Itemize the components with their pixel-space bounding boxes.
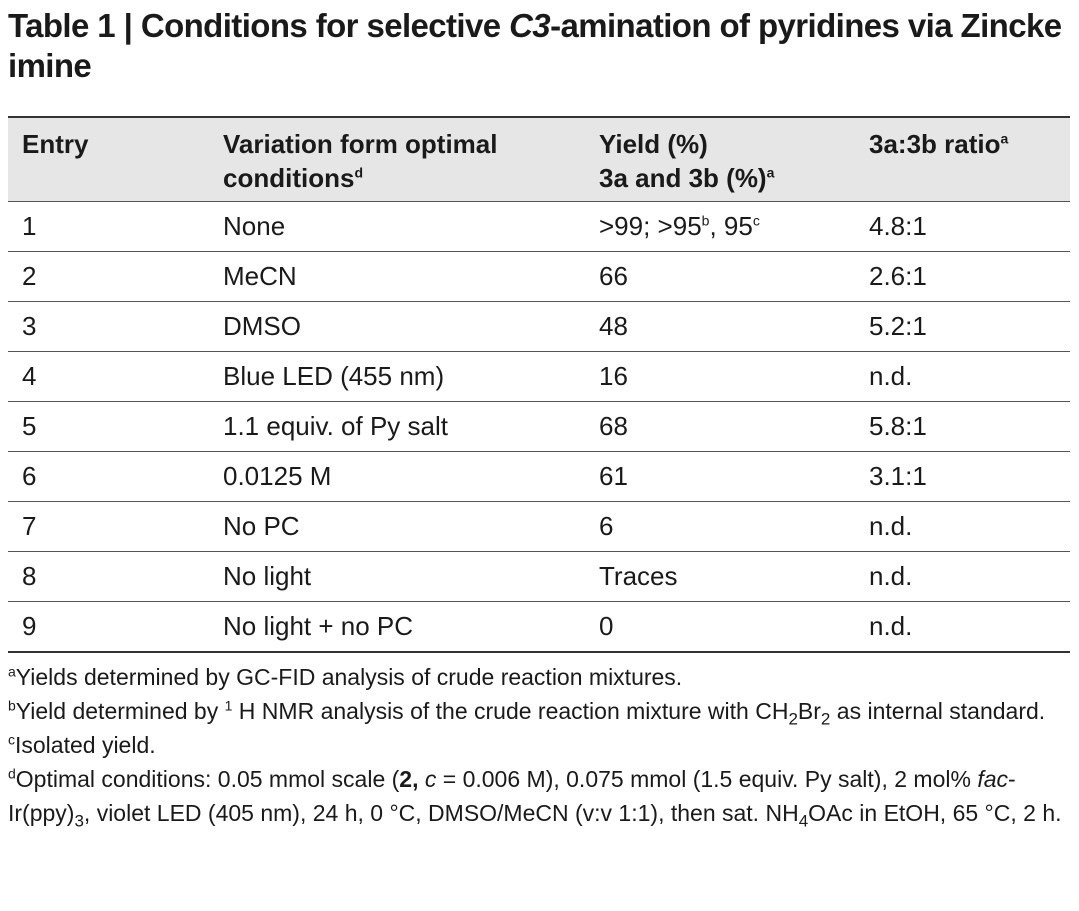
footnotes: aYields determined by GC-FID analysis of… — [8, 660, 1074, 830]
cell-yield: 6 — [585, 501, 855, 552]
cell-yield: 61 — [585, 451, 855, 502]
cell-yield: 48 — [585, 301, 855, 352]
cell-ratio: n.d. — [855, 551, 1070, 602]
cell-ratio: n.d. — [855, 501, 1070, 552]
cell-ratio: n.d. — [855, 601, 1070, 653]
cell-yield: 0 — [585, 601, 855, 653]
cell-yield: Traces — [585, 551, 855, 602]
footnote-c: cIsolated yield. — [8, 731, 156, 758]
header-entry: Entry — [8, 116, 209, 202]
title-prefix: Table 1 | Conditions for selective — [8, 7, 510, 44]
cell-variation: No PC — [209, 501, 585, 552]
conditions-table: Entry Variation form optimal conditionsd… — [8, 116, 1070, 653]
cell-variation: Blue LED (455 nm) — [209, 351, 585, 402]
table-row: 8 No light Traces n.d. — [8, 551, 1070, 602]
footnote-b: bYield determined by 1 H NMR analysis of… — [8, 697, 1046, 729]
cell-ratio: 5.8:1 — [855, 401, 1070, 452]
cell-ratio: n.d. — [855, 351, 1070, 402]
table-row: 6 0.0125 M 61 3.1:1 — [8, 451, 1070, 502]
table-row: 9 No light + no PC 0 n.d. — [8, 601, 1070, 653]
title-suffix: -amination of pyridines via Zincke imine — [8, 7, 1062, 84]
table-row: 5 1.1 equiv. of Py salt 68 5.8:1 — [8, 401, 1070, 452]
footnote-a: aYields determined by GC-FID analysis of… — [8, 663, 683, 690]
cell-variation: No light — [209, 551, 585, 602]
cell-ratio: 2.6:1 — [855, 251, 1070, 302]
cell-yield: 16 — [585, 351, 855, 402]
cell-entry: 3 — [8, 301, 209, 352]
table-header-row: Entry Variation form optimal conditionsd… — [8, 116, 1070, 202]
table-row: 3 DMSO 48 5.2:1 — [8, 301, 1070, 352]
cell-entry: 8 — [8, 551, 209, 602]
table-row: 4 Blue LED (455 nm) 16 n.d. — [8, 351, 1070, 402]
cell-ratio: 4.8:1 — [855, 201, 1070, 252]
cell-entry: 4 — [8, 351, 209, 402]
cell-variation: DMSO — [209, 301, 585, 352]
cell-yield: 68 — [585, 401, 855, 452]
cell-variation: 1.1 equiv. of Py salt — [209, 401, 585, 452]
table-row: 7 No PC 6 n.d. — [8, 501, 1070, 552]
cell-entry: 6 — [8, 451, 209, 502]
header-ratio: 3a:3b ratioa — [855, 116, 1070, 202]
cell-ratio: 5.2:1 — [855, 301, 1070, 352]
cell-variation: No light + no PC — [209, 601, 585, 653]
table-title: Table 1 | Conditions for selective C3-am… — [8, 6, 1073, 86]
title-italic: C3 — [509, 7, 551, 44]
header-variation: Variation form optimal conditionsd — [209, 116, 585, 202]
cell-entry: 9 — [8, 601, 209, 653]
cell-entry: 2 — [8, 251, 209, 302]
cell-ratio: 3.1:1 — [855, 451, 1070, 502]
table-row: 2 MeCN 66 2.6:1 — [8, 251, 1070, 302]
footnote-d: dOptimal conditions: 0.05 mmol scale (2,… — [8, 765, 1062, 831]
cell-yield: >99; >95b, 95c — [585, 201, 855, 252]
cell-yield: 66 — [585, 251, 855, 302]
header-yield: Yield (%) 3a and 3b (%)a — [585, 116, 855, 202]
cell-variation: 0.0125 M — [209, 451, 585, 502]
cell-entry: 1 — [8, 201, 209, 252]
cell-entry: 5 — [8, 401, 209, 452]
cell-variation: MeCN — [209, 251, 585, 302]
cell-entry: 7 — [8, 501, 209, 552]
table-row: 1 None >99; >95b, 95c 4.8:1 — [8, 201, 1070, 252]
cell-variation: None — [209, 201, 585, 252]
